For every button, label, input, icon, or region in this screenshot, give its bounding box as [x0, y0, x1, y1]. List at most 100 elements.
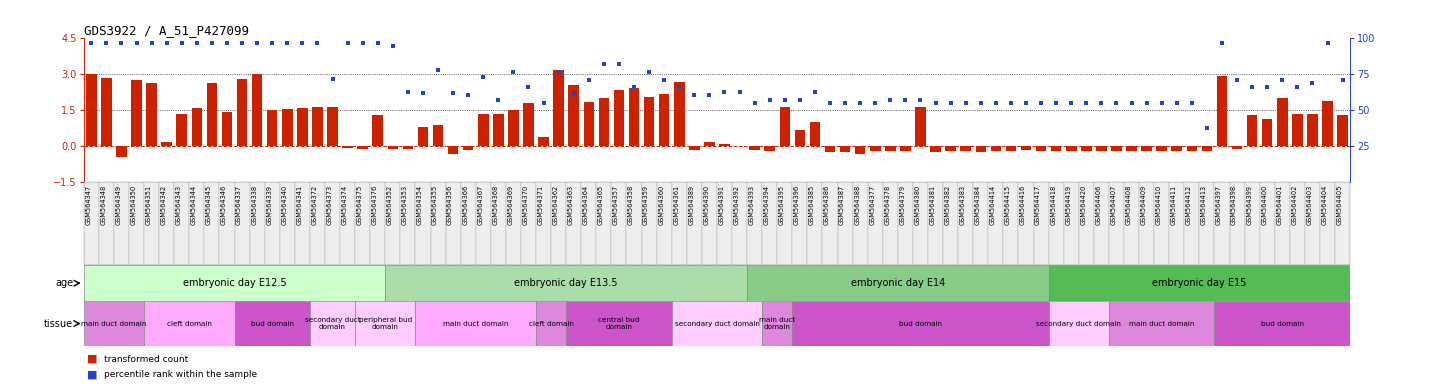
Bar	[855, 146, 865, 154]
Point	[185, 40, 208, 46]
Text: GSM564376: GSM564376	[371, 185, 378, 225]
Point	[442, 90, 465, 96]
Bar	[355, 301, 416, 346]
Bar	[310, 182, 325, 265]
Bar	[1305, 182, 1320, 265]
Point	[1271, 77, 1294, 83]
Bar	[1048, 182, 1064, 265]
Bar	[116, 146, 127, 157]
Text: GSM564375: GSM564375	[357, 185, 362, 225]
Text: peripheral bud
domain: peripheral bud domain	[358, 317, 412, 330]
Point	[1149, 100, 1173, 106]
Point	[1256, 84, 1279, 91]
Bar	[959, 182, 973, 265]
Point	[894, 97, 917, 103]
Text: secondary duct domain: secondary duct domain	[1037, 321, 1121, 326]
Bar	[339, 182, 355, 265]
Bar	[234, 182, 250, 265]
Bar	[461, 182, 475, 265]
Text: GSM564417: GSM564417	[1035, 185, 1041, 225]
Point	[245, 40, 269, 46]
Point	[1135, 100, 1158, 106]
Bar	[475, 182, 491, 265]
Text: GSM564412: GSM564412	[1186, 185, 1191, 225]
Bar	[508, 111, 518, 146]
Text: GSM564394: GSM564394	[764, 185, 770, 225]
Text: GSM564337: GSM564337	[235, 185, 243, 225]
Point	[472, 74, 495, 80]
Text: main duct domain: main duct domain	[1129, 321, 1194, 326]
Bar	[1229, 182, 1245, 265]
Bar	[749, 146, 760, 150]
Bar	[1246, 115, 1258, 146]
Text: embryonic day E13.5: embryonic day E13.5	[514, 278, 618, 288]
Bar	[793, 301, 1048, 346]
Text: GSM564368: GSM564368	[492, 185, 498, 225]
Text: GSM564411: GSM564411	[1171, 185, 1177, 225]
Bar	[1232, 146, 1242, 149]
Point	[170, 40, 193, 46]
Bar	[1187, 146, 1197, 151]
Bar	[882, 182, 898, 265]
Point	[396, 89, 419, 95]
Point	[321, 76, 344, 82]
Text: embryonic day E14: embryonic day E14	[851, 278, 944, 288]
Bar	[129, 182, 144, 265]
Text: GSM564366: GSM564366	[462, 185, 468, 225]
Text: GSM564348: GSM564348	[101, 185, 107, 225]
Point	[261, 40, 284, 46]
Text: GSM564382: GSM564382	[944, 185, 950, 225]
Bar	[641, 182, 657, 265]
Bar	[823, 182, 838, 265]
Point	[1285, 84, 1308, 91]
Text: secondary duct
domain: secondary duct domain	[305, 317, 361, 330]
Bar	[747, 182, 762, 265]
Bar	[913, 182, 928, 265]
Bar	[205, 182, 219, 265]
Bar	[553, 70, 565, 146]
Point	[1015, 100, 1038, 106]
Bar	[627, 182, 641, 265]
Bar	[1066, 146, 1077, 151]
Point	[773, 97, 796, 103]
Point	[1210, 40, 1233, 46]
Text: GSM564401: GSM564401	[1276, 185, 1282, 225]
Text: GSM564367: GSM564367	[478, 185, 484, 225]
Bar	[762, 182, 777, 265]
Bar	[1064, 182, 1079, 265]
Bar	[898, 182, 913, 265]
Text: GSM564351: GSM564351	[146, 185, 152, 225]
Bar	[536, 182, 552, 265]
Bar	[1048, 265, 1350, 301]
Bar	[852, 182, 868, 265]
Text: embryonic day E15: embryonic day E15	[1152, 278, 1246, 288]
Bar	[1276, 98, 1288, 146]
Bar	[159, 182, 175, 265]
Point	[1240, 84, 1264, 91]
Bar	[264, 182, 280, 265]
Point	[531, 100, 554, 106]
Point	[744, 100, 767, 106]
Text: GSM564415: GSM564415	[1005, 185, 1011, 225]
Bar	[747, 265, 1048, 301]
Point	[306, 40, 329, 46]
Text: GSM564342: GSM564342	[160, 185, 166, 225]
Bar	[674, 81, 684, 146]
Text: GSM564347: GSM564347	[85, 185, 91, 225]
Text: GSM564341: GSM564341	[296, 185, 302, 225]
Point	[578, 77, 601, 83]
Point	[381, 43, 404, 49]
Text: GSM564395: GSM564395	[778, 185, 784, 225]
Text: GSM564391: GSM564391	[719, 185, 725, 225]
Bar	[552, 182, 566, 265]
Text: GSM564352: GSM564352	[387, 185, 393, 225]
Bar	[928, 182, 943, 265]
Bar	[1109, 301, 1214, 346]
Point	[1090, 100, 1113, 106]
Bar	[1123, 182, 1139, 265]
Text: GSM564388: GSM564388	[855, 185, 861, 225]
Bar	[280, 182, 295, 265]
Bar	[328, 107, 338, 146]
Text: GSM564405: GSM564405	[1337, 185, 1343, 225]
Bar	[1200, 182, 1214, 265]
